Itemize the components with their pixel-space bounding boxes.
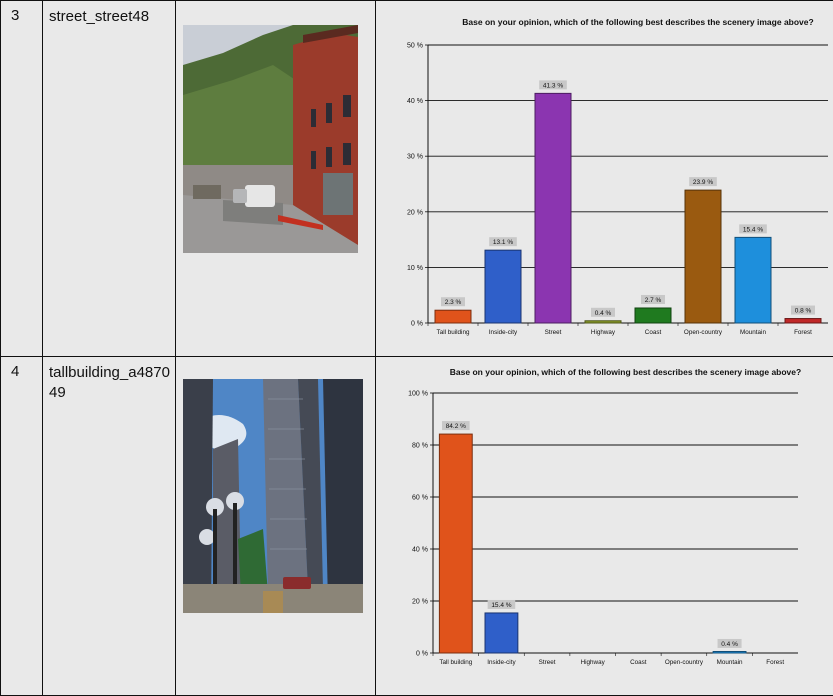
x-tick-label: Open-country <box>665 659 704 666</box>
image-cell <box>176 1 376 357</box>
bar <box>735 237 771 323</box>
bar-chart: Base on your opinion, which of the follo… <box>376 357 833 690</box>
bar <box>585 321 621 323</box>
x-tick-label: Coast <box>645 329 662 336</box>
tall-building-photo <box>183 379 363 613</box>
y-tick-label: 0 % <box>411 321 423 328</box>
value-label: 15.4 % <box>743 226 763 233</box>
image-name: tallbuilding_a487049 <box>43 357 176 696</box>
row-index: 4 <box>1 357 43 696</box>
bar <box>685 190 721 323</box>
y-tick-label: 20 % <box>407 209 423 216</box>
value-label: 2.3 % <box>445 299 462 306</box>
value-label: 23.9 % <box>693 179 713 186</box>
y-tick-label: 100 % <box>408 391 428 398</box>
x-tick-label: Mountain <box>740 329 766 336</box>
bar <box>485 250 521 323</box>
y-tick-label: 60 % <box>412 495 428 502</box>
chart-cell: Base on your opinion, which of the follo… <box>376 357 833 696</box>
value-label: 0.8 % <box>795 308 812 315</box>
value-label: 0.4 % <box>595 310 612 317</box>
value-label: 84.2 % <box>446 423 466 430</box>
y-tick-label: 40 % <box>407 98 423 105</box>
x-tick-label: Highway <box>581 659 606 666</box>
y-tick-label: 20 % <box>412 599 428 606</box>
row-index: 3 <box>1 1 43 357</box>
x-tick-label: Open-country <box>684 329 723 336</box>
bar <box>785 319 821 323</box>
value-label: 0.4 % <box>721 641 738 648</box>
value-label: 2.7 % <box>645 297 662 304</box>
x-tick-label: Forest <box>766 659 784 666</box>
table-row: 4 tallbuilding_a487049 <box>1 357 833 696</box>
bar <box>535 93 571 323</box>
y-tick-label: 30 % <box>407 154 423 161</box>
image-cell <box>176 357 376 696</box>
y-tick-label: 10 % <box>407 265 423 272</box>
x-tick-label: Mountain <box>717 659 743 666</box>
chart-title: Base on your opinion, which of the follo… <box>462 17 813 27</box>
y-tick-label: 40 % <box>412 547 428 554</box>
chart-cell: Base on your opinion, which of the follo… <box>376 1 833 357</box>
y-tick-label: 80 % <box>412 443 428 450</box>
x-tick-label: Street <box>539 659 556 666</box>
y-tick-label: 0 % <box>416 651 428 658</box>
image-name: street_street48 <box>43 1 176 357</box>
chart-title: Base on your opinion, which of the follo… <box>450 367 801 377</box>
x-tick-label: Forest <box>794 329 812 336</box>
value-label: 41.3 % <box>543 82 563 89</box>
x-tick-label: Street <box>545 329 562 336</box>
x-tick-label: Tall building <box>437 329 470 336</box>
value-label: 13.1 % <box>493 239 513 246</box>
bar <box>635 308 671 323</box>
table-row: 3 street_street48 <box>1 1 833 357</box>
x-tick-label: Tall building <box>439 659 472 666</box>
street-scene-photo <box>183 25 358 253</box>
x-tick-label: Coast <box>630 659 647 666</box>
x-tick-label: Highway <box>591 329 616 336</box>
bar <box>435 310 471 323</box>
y-tick-label: 50 % <box>407 43 423 50</box>
bar <box>713 652 746 654</box>
x-tick-label: Inside-city <box>489 329 518 336</box>
bar <box>485 613 518 653</box>
x-tick-label: Inside-city <box>487 659 516 666</box>
bar-chart: Base on your opinion, which of the follo… <box>376 1 833 351</box>
value-label: 15.4 % <box>491 602 511 609</box>
bar <box>439 434 472 653</box>
